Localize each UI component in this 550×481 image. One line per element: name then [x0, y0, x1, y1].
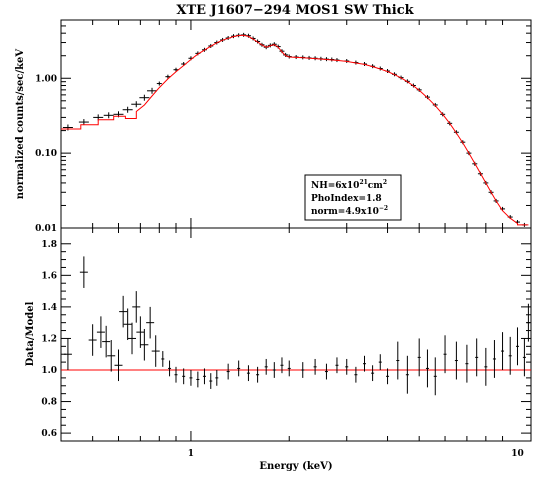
- ratio-point: [202, 368, 206, 385]
- ratio-point: [189, 370, 193, 386]
- ratio-point: [63, 338, 72, 370]
- ratio-point: [362, 355, 366, 372]
- ratio-point: [280, 357, 284, 374]
- top-panel-ticks: 0.01 0.10 1.00: [35, 19, 531, 234]
- bottom-y-tick-label: 1.2: [41, 334, 57, 344]
- bottom-y-tick-label: 1.8: [41, 240, 57, 250]
- data-point: [156, 81, 162, 86]
- annotation-phoindex: PhoIndex=1.8: [311, 194, 382, 204]
- ratio-point: [146, 306, 155, 339]
- data-point: [122, 106, 133, 113]
- bottom-y-tick-label: 1.0: [41, 366, 57, 376]
- bottom-panel-ticks: 0.6 0.8 1.0 1.2 1.4 1.6 1.8: [41, 240, 531, 439]
- ratio-point: [272, 362, 276, 378]
- ratio-point: [484, 347, 488, 386]
- annotation-nh: NH=6x1021cm2: [311, 179, 387, 191]
- top-y-tick-label: 0.10: [35, 149, 57, 159]
- ratio-point: [123, 308, 132, 341]
- x-tick-label: 1: [188, 449, 194, 459]
- bottom-y-axis-label: Data/Model: [25, 301, 36, 366]
- data-point: [62, 124, 73, 131]
- ratio-point: [454, 341, 458, 380]
- ratio-point: [196, 371, 200, 388]
- top-panel-data-points: [62, 32, 527, 227]
- ratio-point: [215, 370, 219, 386]
- ratio-point: [209, 373, 213, 389]
- x-tick-label: 10: [511, 449, 524, 459]
- ratio-point: [345, 358, 349, 375]
- chart-title: XTE J1607−294 MOS1 SW Thick: [176, 3, 414, 18]
- bottom-y-tick-label: 1.6: [41, 271, 57, 281]
- ratio-point: [237, 360, 241, 377]
- ratio-point: [405, 355, 409, 394]
- ratio-point: [492, 340, 496, 378]
- ratio-point: [256, 366, 260, 383]
- ratio-point: [102, 325, 111, 358]
- ratio-point: [96, 316, 105, 348]
- ratio-point: [386, 368, 390, 385]
- data-point: [147, 87, 158, 94]
- bottom-panel-frame: [60, 227, 532, 442]
- top-y-tick-label: 1.00: [35, 74, 57, 84]
- ratio-point: [508, 336, 512, 375]
- ratio-point: [335, 357, 339, 374]
- ratio-point: [114, 349, 123, 382]
- ratio-point: [522, 338, 526, 377]
- data-point: [165, 74, 171, 79]
- ratio-point: [287, 360, 291, 377]
- data-point: [131, 101, 142, 108]
- ratio-point: [475, 338, 479, 377]
- ratio-data-points: [63, 256, 530, 396]
- ratio-point: [132, 291, 141, 323]
- ratio-point: [354, 366, 358, 383]
- data-point: [283, 52, 289, 57]
- model-curve: [61, 34, 529, 226]
- ratio-point: [226, 363, 230, 380]
- top-y-tick-label: 0.01: [35, 224, 57, 234]
- ratio-point: [119, 295, 128, 328]
- annotation-norm: norm=4.9x10−2: [311, 205, 388, 217]
- ratio-point: [264, 358, 268, 375]
- ratio-point: [128, 322, 137, 355]
- ratio-point: [301, 362, 305, 378]
- bottom-y-tick-label: 0.8: [41, 398, 57, 408]
- ratio-point: [88, 324, 97, 356]
- ratio-point: [182, 368, 186, 385]
- ratio-point: [140, 328, 149, 361]
- ratio-point: [136, 316, 145, 348]
- ratio-point: [526, 303, 530, 342]
- energy-axis-ticks: 1 10: [60, 20, 524, 459]
- ratio-point: [465, 344, 469, 383]
- ratio-point: [417, 338, 421, 377]
- top-y-axis-label: normalized counts/sec/keV: [15, 49, 26, 200]
- model-annotation-box: NH=6x1021cm2 PhoIndex=1.8 norm=4.9x10−2: [304, 174, 402, 221]
- top-panel-frame: [60, 19, 532, 229]
- ratio-point: [371, 365, 375, 382]
- ratio-point: [168, 360, 172, 377]
- bottom-y-tick-label: 0.6: [41, 429, 57, 439]
- data-point: [103, 112, 114, 119]
- x-axis-label: Energy (keV): [259, 461, 332, 472]
- ratio-point: [151, 335, 160, 367]
- ratio-point: [378, 354, 382, 370]
- data-point: [139, 94, 150, 101]
- ratio-point: [174, 366, 178, 383]
- data-point: [173, 67, 179, 72]
- bottom-y-tick-label: 1.4: [41, 303, 57, 313]
- data-point: [78, 119, 89, 126]
- ratio-point: [246, 365, 250, 382]
- ratio-point: [425, 349, 429, 388]
- ratio-point: [161, 351, 165, 367]
- ratio-point: [443, 335, 447, 374]
- ratio-point: [396, 341, 400, 380]
- ratio-point: [501, 332, 505, 370]
- ratio-point: [515, 327, 519, 366]
- ratio-point: [433, 357, 437, 396]
- ratio-point: [79, 256, 88, 288]
- ratio-point: [107, 340, 116, 372]
- ratio-point: [313, 358, 317, 375]
- ratio-point: [324, 363, 328, 380]
